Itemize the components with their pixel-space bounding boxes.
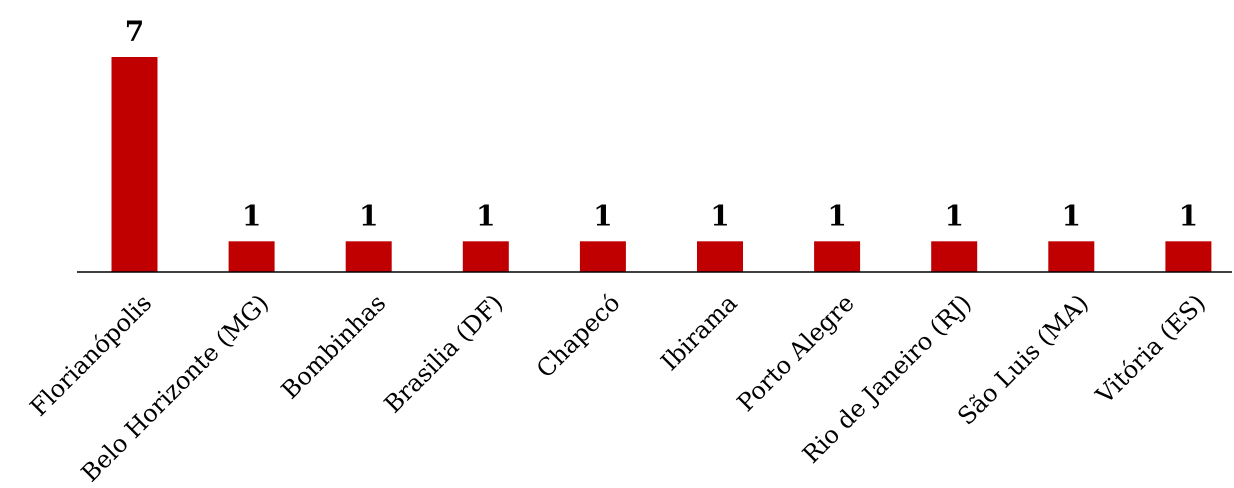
bar [931, 241, 978, 272]
bar-value-label: 7 [125, 15, 144, 48]
bar [345, 241, 392, 272]
bars-layer [111, 57, 1212, 272]
x-tick-label: Florianópolis [25, 289, 158, 422]
bar-value-label: 1 [359, 199, 378, 232]
bar-value-label: 1 [593, 199, 612, 232]
bar [462, 241, 509, 272]
x-tick-label: Brasilia (DF) [379, 289, 509, 419]
bar [1048, 241, 1095, 272]
value-labels-layer: 7 1 1 1 1 1 1 1 1 1 [125, 15, 1198, 232]
bar [814, 241, 861, 272]
x-tick-label: Chapecó [531, 289, 625, 383]
bar [228, 241, 275, 272]
bar [697, 241, 743, 272]
bar-value-label: 1 [1062, 199, 1081, 232]
bar-value-label: 1 [476, 199, 495, 232]
bar [111, 57, 158, 272]
x-tick-label: Vitória (ES) [1090, 289, 1211, 410]
x-tick-label: Ibirama [655, 289, 742, 376]
bar-value-label: 1 [710, 199, 729, 232]
bar-value-label: 1 [1179, 199, 1198, 232]
bar-value-label: 1 [827, 199, 846, 232]
bar-value-label: 1 [242, 199, 261, 232]
x-tick-label: Bombinhas [276, 289, 392, 405]
x-tick-label: Belo Horizonte (MG) [76, 289, 274, 487]
bar [579, 241, 626, 272]
x-tick-label: Porto Alegre [732, 289, 860, 417]
bar-value-label: 1 [944, 199, 963, 232]
bar [1165, 241, 1212, 272]
